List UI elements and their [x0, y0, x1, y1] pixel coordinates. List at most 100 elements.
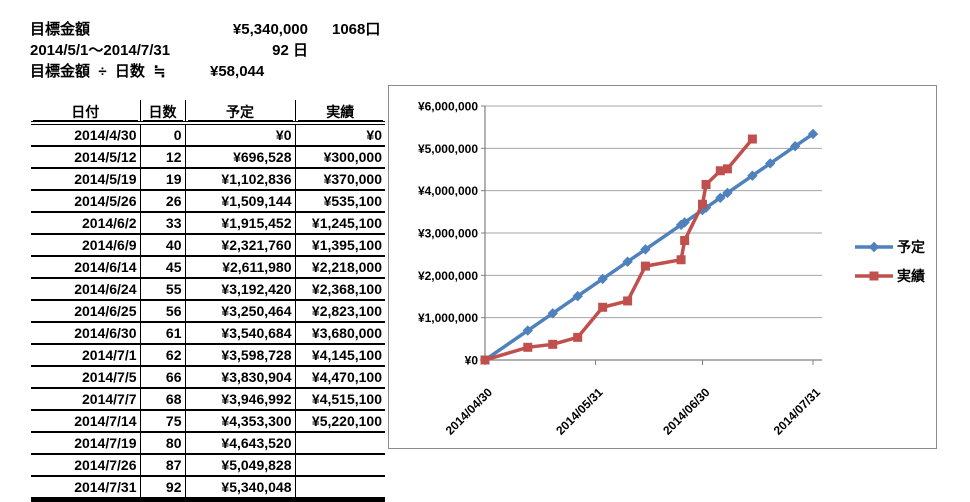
table-cell: ¥5,049,828	[184, 454, 295, 477]
period-days: 92 日	[272, 42, 308, 59]
table-cell: 19	[139, 168, 185, 191]
x-axis-label: 2014/04/30	[443, 385, 496, 438]
table-row: 2014/6/30 61 ¥3,540,684 ¥3,680,000	[31, 322, 385, 345]
table-cell: ¥4,470,100	[294, 366, 385, 389]
table-cell: ¥0	[294, 123, 385, 147]
column-header: 日数	[139, 100, 185, 125]
table-cell: ¥4,145,100	[294, 344, 385, 367]
table-cell: 33	[139, 212, 185, 235]
table-cell: ¥2,218,000	[294, 256, 385, 279]
table-cell: 80	[139, 432, 185, 455]
diamond-marker	[547, 308, 558, 319]
table-row: 2014/7/7 68 ¥3,946,992 ¥4,515,100	[31, 388, 385, 411]
table-row: 2014/7/14 75 ¥4,353,300 ¥5,220,100	[31, 410, 385, 433]
table-cell: ¥4,643,520	[184, 432, 295, 455]
table-cell: 2014/7/31	[31, 476, 140, 502]
table-cell: 40	[139, 234, 185, 257]
table-row: 2014/6/2 33 ¥1,915,452 ¥1,245,100	[31, 212, 385, 235]
table-cell: ¥3,598,728	[184, 344, 295, 367]
table-cell: 2014/7/1	[31, 344, 140, 367]
table-row: 2014/6/24 55 ¥3,192,420 ¥2,368,100	[31, 278, 385, 301]
table-cell: 2014/5/12	[31, 146, 140, 169]
table-row: 2014/6/25 56 ¥3,250,464 ¥2,823,100	[31, 300, 385, 323]
table-cell: 26	[139, 190, 185, 213]
square-marker	[548, 339, 558, 349]
column-header: 実績	[294, 100, 385, 125]
chart-svg: ¥0 ¥1,000,000 ¥2,000,000 ¥3,000,000 ¥4,000,0…	[418, 100, 925, 438]
y-axis-label: ¥0	[465, 354, 479, 368]
table-cell: 2014/5/19	[31, 168, 140, 191]
square-marker	[722, 164, 732, 174]
table-cell: ¥2,611,980	[184, 256, 295, 279]
table-cell: 62	[139, 344, 185, 367]
column-header: 日付	[31, 100, 140, 125]
table-cell: ¥2,321,760	[184, 234, 295, 257]
table-cell: 56	[139, 300, 185, 323]
table-cell: ¥1,509,144	[184, 190, 295, 213]
progress-chart: ¥0 ¥1,000,000 ¥2,000,000 ¥3,000,000 ¥4,000,0…	[388, 85, 937, 449]
goal-units: 1068口	[332, 21, 381, 38]
actual-series-line	[484, 137, 754, 362]
table-cell: 2014/7/26	[31, 454, 140, 477]
daily-amount: ¥58,044	[210, 63, 265, 80]
table-cell: ¥3,946,992	[184, 388, 295, 411]
table-cell: 2014/7/7	[31, 388, 140, 411]
summary-block: 目標金額 ¥5,340,000 1068口 2014/5/1～2014/7/31…	[30, 19, 418, 82]
period: 2014/5/1～2014/7/31	[30, 42, 171, 59]
square-marker	[523, 342, 533, 352]
table-cell: 45	[139, 256, 185, 279]
table-cell: 2014/6/14	[31, 256, 140, 279]
table-cell: ¥1,102,836	[184, 168, 295, 191]
square-marker	[598, 302, 608, 312]
y-axis-label: ¥5,000,000	[418, 142, 478, 156]
table-row: 2014/5/19 19 ¥1,102,836 ¥370,000	[31, 168, 385, 191]
table-cell: 0	[139, 123, 185, 147]
table-row: 2014/6/14 45 ¥2,611,980 ¥2,218,000	[31, 256, 385, 279]
square-marker	[623, 296, 633, 306]
table-cell: ¥2,368,100	[294, 278, 385, 301]
diamond-marker	[572, 290, 583, 302]
table-cell: ¥3,540,684	[184, 322, 295, 345]
square-marker	[680, 235, 690, 245]
column-header: 予定	[184, 100, 295, 125]
table-body: 2014/4/30 0 ¥0 ¥0 2014/5/12 12 ¥696,528 ¥300,00…	[31, 123, 385, 502]
table-cell: 2014/6/9	[31, 234, 140, 257]
y-axis-label: ¥2,000,000	[418, 269, 478, 283]
y-axis-label: ¥4,000,000	[418, 184, 478, 198]
table-cell: ¥3,680,000	[294, 322, 385, 345]
table-cell: 75	[139, 410, 185, 433]
diamond-marker	[765, 158, 776, 169]
table-cell: ¥300,000	[294, 146, 385, 169]
diamond-marker	[715, 192, 726, 204]
y-axis-label: ¥6,000,000	[418, 100, 478, 114]
x-axis-label: 2014/07/31	[771, 385, 824, 438]
table-cell: 2014/7/14	[31, 410, 140, 433]
table-cell: ¥1,395,100	[294, 234, 385, 257]
x-axis-label: 2014/05/31	[553, 385, 606, 438]
table-cell	[294, 476, 385, 502]
x-axis-label: 2014/06/30	[660, 385, 713, 438]
table-row: 2014/5/12 12 ¥696,528 ¥300,000	[31, 146, 385, 169]
table-cell: 2014/7/19	[31, 432, 140, 455]
goal-amount: ¥5,340,000	[232, 21, 308, 38]
square-marker	[480, 355, 490, 365]
table-cell: 68	[139, 388, 185, 411]
table-cell: 2014/6/2	[31, 212, 140, 235]
square-marker	[697, 199, 707, 209]
table-cell: ¥4,353,300	[184, 410, 295, 433]
table-cell: ¥370,000	[294, 168, 385, 191]
table-cell: 61	[139, 322, 185, 345]
table-cell: ¥3,192,420	[184, 278, 295, 301]
y-axis-label: ¥1,000,000	[418, 311, 478, 325]
table-row: 2014/7/31 92 ¥5,340,048	[31, 476, 385, 502]
goal-label: 目標金額	[30, 21, 91, 38]
table-row: 2014/6/9 40 ¥2,321,760 ¥1,395,100	[31, 234, 385, 257]
table-cell: 92	[139, 476, 185, 502]
square-marker	[640, 261, 650, 271]
square-marker	[676, 255, 686, 265]
table-cell: 2014/5/26	[31, 190, 140, 213]
table-cell: ¥2,823,100	[294, 300, 385, 323]
square-marker	[573, 332, 583, 342]
